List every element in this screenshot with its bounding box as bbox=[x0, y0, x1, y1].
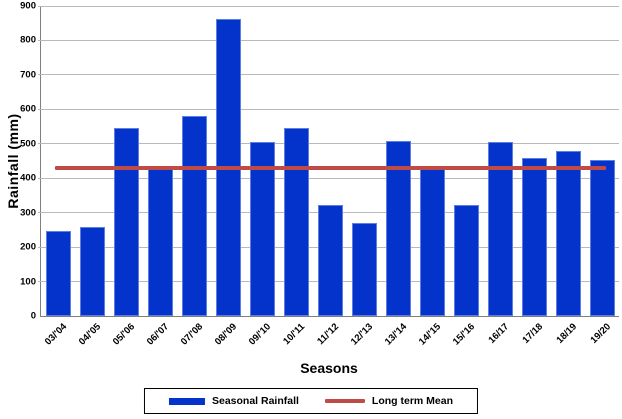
x-tick-label-04/'05: 04/'05 bbox=[76, 321, 104, 348]
seasonal-rainfall-swatch-icon bbox=[168, 397, 205, 405]
x-axis-title: Seasons bbox=[300, 360, 358, 376]
bar-12/'13 bbox=[351, 223, 377, 316]
y-tick-label-500: 500 bbox=[20, 138, 36, 150]
x-tick-label-14/'15: 14/'15 bbox=[416, 321, 444, 348]
y-tick-label-600: 600 bbox=[20, 103, 36, 115]
gridline-600 bbox=[38, 108, 619, 110]
y-tick-label-300: 300 bbox=[20, 206, 36, 218]
bar-09/'10 bbox=[249, 142, 275, 316]
x-tick-label-05/'06: 05/'06 bbox=[110, 321, 138, 348]
long-term-mean-line bbox=[55, 165, 606, 170]
bar-10/'11 bbox=[283, 128, 309, 316]
x-tick-label-08/'09: 08/'09 bbox=[212, 321, 240, 348]
x-tick-label-03/'04: 03/'04 bbox=[42, 321, 70, 348]
y-axis-tick-labels: 0 100 200 300 400 500 600 700 800 900 bbox=[0, 1, 36, 320]
bar-13/'14 bbox=[385, 141, 411, 316]
x-tick-label-16/17: 16/17 bbox=[486, 321, 512, 346]
gridline-700 bbox=[38, 74, 619, 76]
bar-18/19 bbox=[555, 150, 581, 316]
x-tick-label-11/'12: 11/'12 bbox=[315, 321, 342, 348]
gridline-800 bbox=[38, 39, 619, 41]
x-tick-label-19/20: 19/20 bbox=[588, 321, 614, 346]
y-tick-label-700: 700 bbox=[20, 69, 36, 81]
bar-11/'12 bbox=[317, 205, 343, 316]
long-term-mean-swatch-icon bbox=[324, 399, 365, 403]
bar-15/'16 bbox=[453, 204, 479, 316]
y-tick-label-800: 800 bbox=[20, 34, 36, 46]
x-tick-label-12/'13: 12/'13 bbox=[348, 321, 376, 348]
bar-14/'15 bbox=[419, 167, 445, 316]
x-tick-label-06/'07: 06/'07 bbox=[144, 321, 172, 348]
x-tick-label-10/'11: 10/'11 bbox=[281, 321, 308, 348]
bar-07/'08 bbox=[181, 115, 207, 316]
legend: Seasonal Rainfall Long term Mean bbox=[143, 388, 479, 414]
legend-label-long-term-mean: Long term Mean bbox=[371, 395, 454, 407]
plot-area bbox=[38, 5, 619, 317]
bar-03/'04 bbox=[45, 230, 71, 316]
legend-label-seasonal-rainfall: Seasonal Rainfall bbox=[211, 395, 299, 407]
y-tick-label-100: 100 bbox=[20, 275, 36, 287]
gridline-900 bbox=[38, 5, 619, 7]
y-tick-label-0: 0 bbox=[30, 310, 36, 322]
bar-05/'06 bbox=[113, 128, 139, 316]
y-tick-label-200: 200 bbox=[20, 241, 36, 253]
x-tick-label-17/18: 17/18 bbox=[520, 321, 546, 346]
bar-16/17 bbox=[487, 142, 513, 316]
gridline-500 bbox=[38, 143, 619, 145]
x-axis-tick-labels: 03/'04 04/'05 05/'06 06/'07 07/'08 08/'09 09/'… bbox=[0, 320, 622, 362]
y-tick-label-400: 400 bbox=[20, 172, 36, 184]
x-tick-label-18/19: 18/19 bbox=[554, 321, 580, 346]
bar-17/18 bbox=[521, 157, 547, 316]
legend-item-seasonal-rainfall: Seasonal Rainfall bbox=[168, 395, 299, 407]
y-tick-label-900: 900 bbox=[20, 0, 36, 12]
x-tick-label-07/'08: 07/'08 bbox=[178, 321, 206, 348]
x-tick-label-15/'16: 15/'16 bbox=[450, 321, 478, 348]
gridline-400 bbox=[38, 177, 619, 179]
bar-06/'07 bbox=[147, 168, 173, 316]
x-tick-label-09/'10: 09/'10 bbox=[246, 321, 274, 348]
bar-04/'05 bbox=[79, 227, 105, 316]
legend-item-long-term-mean: Long term Mean bbox=[324, 395, 454, 407]
x-tick-label-13/'14: 13/'14 bbox=[382, 321, 410, 348]
bar-19/20 bbox=[589, 160, 615, 316]
